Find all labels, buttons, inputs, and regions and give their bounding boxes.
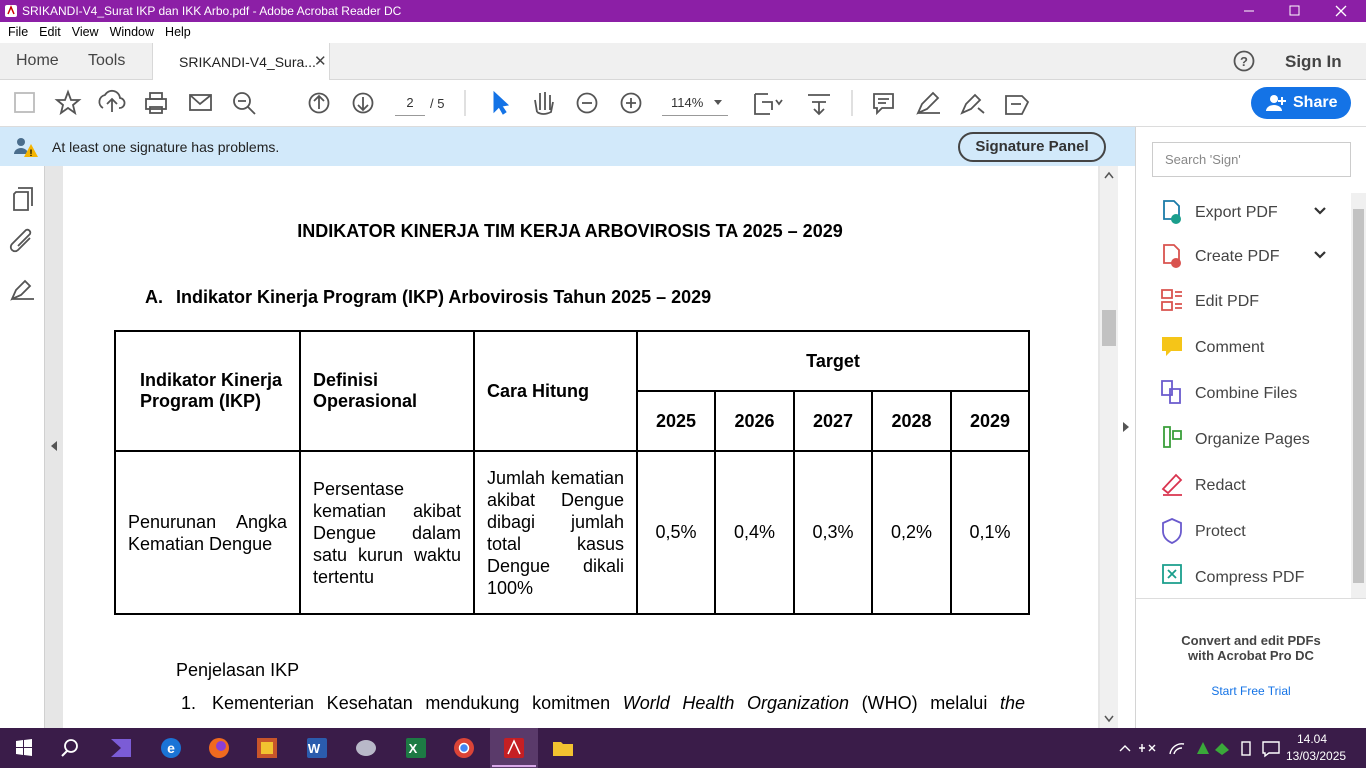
year-header: 2026 xyxy=(714,390,795,452)
zoom-select[interactable]: 114% xyxy=(662,92,728,116)
year-header: 2025 xyxy=(636,390,716,452)
sign-in[interactable]: Sign In xyxy=(1285,52,1342,71)
promo-line: Convert and edit PDFs xyxy=(1181,633,1321,648)
nav-icons[interactable] xyxy=(0,166,44,466)
date: 13/03/2025 xyxy=(1286,749,1347,763)
window-title: SRIKANDI-V4_Surat IKP dan IKK Arbo.pdf -… xyxy=(22,4,402,18)
left-navigation xyxy=(0,166,45,728)
target-cell: 0,5% xyxy=(636,450,716,615)
taskbar-apps[interactable]: e W X xyxy=(0,728,600,768)
svg-text:?: ? xyxy=(1240,54,1248,69)
year-header: 2028 xyxy=(871,390,952,452)
title-bar: SRIKANDI-V4_Surat IKP dan IKK Arbo.pdf -… xyxy=(0,0,1366,22)
tool-item[interactable]: Organize Pages xyxy=(1195,431,1310,448)
tool-item[interactable]: Redact xyxy=(1195,477,1246,494)
tab-bar: Home Tools SRIKANDI-V4_Sura... ✕ ? Sign … xyxy=(0,43,1366,80)
svg-text:W: W xyxy=(308,741,321,756)
document-tab-label: SRIKANDI-V4_Sura... xyxy=(179,54,316,70)
svg-text:X: X xyxy=(409,741,418,756)
tool-icons xyxy=(1161,200,1326,584)
tool-item[interactable]: Protect xyxy=(1195,523,1246,540)
scroll-thumb[interactable] xyxy=(1102,310,1116,346)
target-header: Target xyxy=(636,330,1030,392)
search-box[interactable]: Search 'Sign' xyxy=(1152,142,1351,177)
explanation-title: Penjelasan IKP xyxy=(176,660,300,680)
page-input[interactable]: 2 xyxy=(395,92,425,116)
year-header: 2029 xyxy=(950,390,1030,452)
home-tab[interactable]: Home xyxy=(16,52,59,69)
page-count: / 5 xyxy=(430,96,445,111)
target-cell: 0,1% xyxy=(950,450,1030,615)
share-label: Share xyxy=(1293,94,1338,111)
header-cell: Indikator Kinerja Program (IKP) xyxy=(114,330,301,452)
tools-panel: Search 'Sign' Export PDF Create PDF Edit… xyxy=(1135,127,1366,728)
taskbar: e W X 14.04 13/03/2025 xyxy=(0,728,1366,768)
menu-item[interactable]: View xyxy=(71,25,99,39)
document-viewer: INDIKATOR KINERJA TIM KERJA ARBOVIROSIS … xyxy=(45,166,1118,728)
year-header: 2027 xyxy=(793,390,873,452)
scroll-up[interactable] xyxy=(1104,171,1114,179)
target-cell: 0,3% xyxy=(793,450,873,615)
menu-item[interactable]: Window xyxy=(109,25,155,39)
target-cell: 0,4% xyxy=(714,450,795,615)
tool-item[interactable]: Compress PDF xyxy=(1195,569,1305,586)
menu-item[interactable]: Help xyxy=(165,25,191,39)
ikp-table: Indikator Kinerja Program (IKP) Definisi… xyxy=(114,330,1030,615)
signature-banner: ! At least one signature has problems. S… xyxy=(0,127,1135,166)
scroll-down[interactable] xyxy=(1104,715,1114,723)
expand-right-panel[interactable] xyxy=(1121,421,1131,433)
cell: Jumlah kematian akibat Dengue dibagi jum… xyxy=(473,450,638,615)
svg-text:!: ! xyxy=(30,148,33,158)
tool-item[interactable]: Export PDF xyxy=(1195,204,1278,221)
text-run-italic: World Health Organization xyxy=(622,693,850,713)
promo: Convert and edit PDFs with Acrobat Pro DC xyxy=(1136,633,1366,663)
promo-line: with Acrobat Pro DC xyxy=(1188,648,1314,663)
close-tab[interactable]: ✕ xyxy=(314,53,327,70)
section-title: Indikator Kinerja Program (IKP) Arboviro… xyxy=(176,287,712,307)
target-cell: 0,2% xyxy=(871,450,952,615)
scrollbar[interactable] xyxy=(1100,166,1118,728)
item-text: Kementerian Kesehatan mendukung komitmen… xyxy=(212,693,1025,714)
help-icon[interactable]: ? xyxy=(1233,50,1255,72)
collapse-left[interactable] xyxy=(49,440,59,452)
divider xyxy=(1136,598,1366,599)
text-run: (WHO) melalui xyxy=(849,693,1000,713)
document-title: INDIKATOR KINERJA TIM KERJA ARBOVIROSIS … xyxy=(297,221,843,241)
system-tray[interactable] xyxy=(1115,728,1285,768)
item-number: 1. xyxy=(181,693,197,713)
text-run-italic: the xyxy=(999,693,1025,713)
tool-item[interactable]: Edit PDF xyxy=(1195,293,1260,310)
tools-tab[interactable]: Tools xyxy=(88,52,126,69)
menu-item[interactable]: File xyxy=(8,25,29,39)
tool-item[interactable]: Create PDF xyxy=(1195,248,1280,265)
app-icon xyxy=(5,5,17,17)
section-number: A. xyxy=(145,287,163,307)
menu-bar: File Edit View Window Help xyxy=(0,22,1366,43)
toolbar: 2 / 5 114% Share xyxy=(0,80,1366,127)
tool-item[interactable]: Combine Files xyxy=(1195,385,1298,402)
toolbar-icons[interactable] xyxy=(0,80,1240,126)
window-controls[interactable] xyxy=(1230,0,1366,22)
signature-panel-button[interactable]: Signature Panel xyxy=(958,132,1106,162)
svg-text:e: e xyxy=(167,740,175,756)
menu-item[interactable]: Edit xyxy=(39,25,61,39)
panel-scroll-thumb[interactable] xyxy=(1353,209,1364,583)
tool-item[interactable]: Comment xyxy=(1195,339,1265,356)
share-icon xyxy=(1266,95,1286,111)
panel-scrollbar[interactable] xyxy=(1351,193,1366,599)
clock[interactable]: 14.04 13/03/2025 xyxy=(1286,731,1347,765)
cell: Penurunan Angka Kematian Dengue xyxy=(114,450,301,615)
header-cell: Cara Hitung xyxy=(473,330,638,452)
pdf-page: INDIKATOR KINERJA TIM KERJA ARBOVIROSIS … xyxy=(63,166,1098,728)
document-tab[interactable]: SRIKANDI-V4_Sura... ✕ xyxy=(152,43,330,80)
banner-message: At least one signature has problems. xyxy=(52,139,280,155)
share-button[interactable]: Share xyxy=(1251,87,1351,119)
cell: Persentase kematian akibat Dengue dalam … xyxy=(299,450,475,615)
time: 14.04 xyxy=(1296,732,1328,746)
header-cell: Definisi Operasional xyxy=(299,330,475,452)
trial-link[interactable]: Start Free Trial xyxy=(1211,684,1291,698)
warning-icon: ! xyxy=(14,138,38,158)
text-run: Kementerian Kesehatan mendukung komitmen xyxy=(212,693,623,713)
